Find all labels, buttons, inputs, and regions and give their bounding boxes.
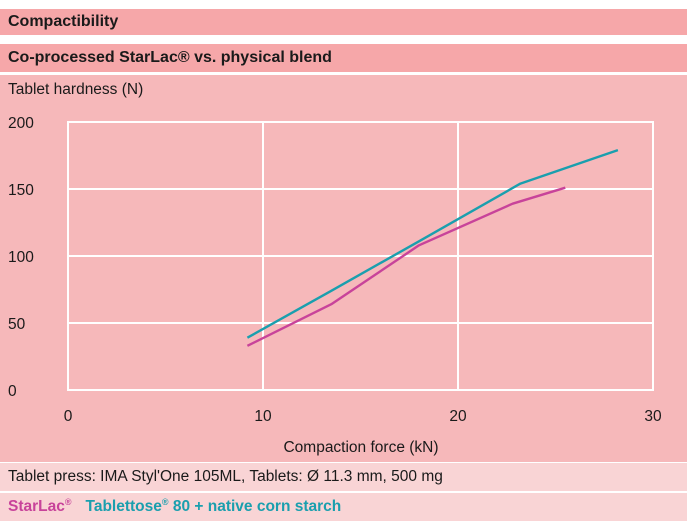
y-tick-label: 200 (8, 115, 34, 132)
footnote-band: Tablet press: IMA Styl'One 105ML, Tablet… (0, 463, 687, 491)
chart-subtitle: Co-processed StarLac® vs. physical blend (8, 49, 332, 66)
series-line-0 (246, 186, 566, 347)
series-line-1 (246, 148, 619, 339)
x-axis-label: Compaction force (kN) (283, 439, 438, 456)
legend-item-tablettose: Tablettose® 80 + native corn starch (85, 497, 342, 516)
y-axis-label: Tablet hardness (N) (8, 81, 143, 98)
y-tick-label: 50 (8, 316, 26, 333)
plot-background (0, 75, 687, 462)
legend-item-starlac: StarLac® (8, 497, 72, 516)
x-tick-label: 30 (644, 408, 662, 425)
y-tick-label: 0 (8, 383, 17, 400)
x-tick-label: 10 (254, 408, 272, 425)
tick-labels: 0 50 100 150 200 0 10 20 30 (8, 115, 662, 425)
footnote: Tablet press: IMA Styl'One 105ML, Tablet… (8, 468, 443, 485)
y-tick-label: 150 (8, 182, 34, 199)
chart-title-band: Compactibility (0, 9, 687, 35)
x-tick-label: 0 (64, 408, 73, 425)
grid-lines (67, 121, 654, 391)
legend: StarLac® Tablettose® 80 + native corn st… (0, 493, 687, 521)
chart-subtitle-band: Co-processed StarLac® vs. physical blend (0, 44, 687, 72)
y-tick-label: 100 (8, 249, 34, 266)
chart-title: Compactibility (8, 13, 119, 30)
series-lines (246, 148, 619, 347)
x-tick-label: 20 (449, 408, 467, 425)
